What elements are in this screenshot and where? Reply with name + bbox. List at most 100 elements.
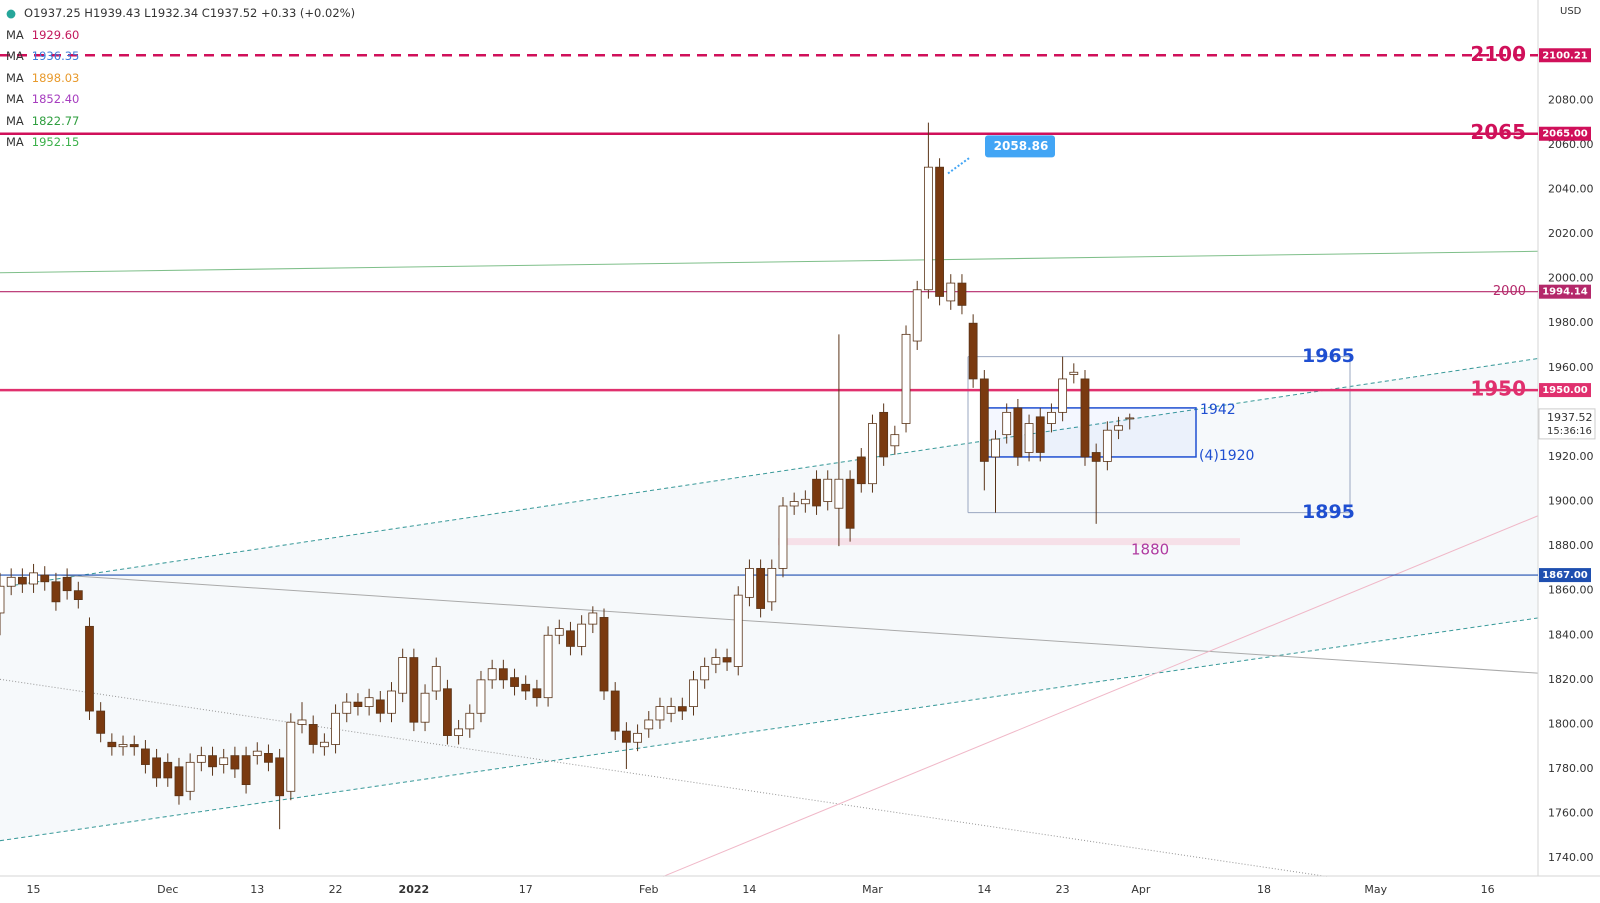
candle-body <box>868 423 877 485</box>
candle-body <box>208 755 217 768</box>
candle-body <box>174 766 184 797</box>
candle-body <box>454 728 464 736</box>
candle-body <box>141 748 150 765</box>
candle-body <box>1125 417 1135 420</box>
ma-value: 1898.03 <box>31 70 80 85</box>
candle-body <box>51 581 61 603</box>
candle-body <box>1102 429 1112 462</box>
candle-body <box>588 612 598 625</box>
candle-body <box>510 677 519 687</box>
candle-body <box>1035 416 1045 453</box>
y-tick-label: 1780.00 <box>1548 762 1594 775</box>
candle-body <box>767 567 777 603</box>
x-tick-label: 15 <box>27 883 41 896</box>
x-tick-label: 14 <box>977 883 991 896</box>
x-tick-label: Mar <box>862 883 883 896</box>
candle-body <box>1002 411 1012 436</box>
candle-body <box>532 688 542 699</box>
y-tick-label: 1840.00 <box>1548 628 1594 641</box>
candle-body <box>677 706 687 712</box>
candle-body <box>633 732 642 743</box>
ma-name: MA <box>6 49 24 63</box>
candle-body <box>118 744 128 748</box>
candle-body <box>85 625 94 712</box>
candle-body <box>275 757 285 797</box>
callout-box <box>985 135 1055 158</box>
candle-body <box>29 572 38 585</box>
y-tick-label: 1920.00 <box>1548 450 1594 463</box>
candle-body <box>409 657 419 723</box>
ohlc-row: ● O1937.25 H1939.43 L1932.34 C1937.52 +0.… <box>6 3 355 25</box>
price-tag <box>1539 284 1591 299</box>
y-tick-label: 1820.00 <box>1548 673 1594 686</box>
candle-body <box>666 706 676 714</box>
candle-body <box>152 757 161 779</box>
y-tick-label: 2000.00 <box>1548 272 1594 285</box>
ma-row: MA 1852.40 <box>6 89 355 111</box>
candle-body <box>107 741 117 748</box>
callout-label: 2058.86 <box>994 139 1049 153</box>
candle-body <box>431 666 441 692</box>
candle-body <box>935 166 944 297</box>
x-tick-label: Dec <box>157 883 178 896</box>
y-tick-label: 1860.00 <box>1548 584 1594 597</box>
candle-body <box>644 719 654 730</box>
candle-body <box>1114 425 1123 431</box>
candle-body <box>1069 371 1079 375</box>
candle-body <box>319 741 329 748</box>
candle-body <box>465 712 475 730</box>
candle-body <box>856 456 866 485</box>
price-tag-label: 1867.00 <box>1542 570 1588 581</box>
ma-name: MA <box>6 135 24 149</box>
candle-body <box>968 322 978 380</box>
x-tick-label: 22 <box>329 883 343 896</box>
ma-name: MA <box>6 92 24 106</box>
candle-body <box>745 567 754 598</box>
box-label: 1942 <box>1200 402 1236 418</box>
candle-body <box>420 692 430 723</box>
candle-body <box>264 753 273 763</box>
ma-name: MA <box>6 70 24 85</box>
box-label: (4)1920 <box>1199 448 1254 464</box>
candle-body <box>979 378 989 462</box>
y-tick-label: 1880.00 <box>1548 539 1594 552</box>
candle-body <box>700 666 710 681</box>
candle-body <box>387 690 396 714</box>
y-tick-label: 2060.00 <box>1548 138 1594 151</box>
candle-body <box>890 434 900 447</box>
candle-body <box>711 657 721 665</box>
price-tag <box>1539 383 1591 398</box>
candle-body <box>1091 452 1101 462</box>
candle-body <box>129 744 139 748</box>
support-zone <box>778 538 1240 546</box>
trend-line <box>61 574 1538 674</box>
ma-name: MA <box>6 27 24 42</box>
level-label: 2000 <box>1493 284 1526 299</box>
candle-body <box>252 750 262 757</box>
candle-body <box>96 710 106 734</box>
candle-body <box>196 755 206 763</box>
countdown: 15:36:16 <box>1547 426 1592 437</box>
level-label: 2100 <box>1470 42 1526 66</box>
x-tick-label: Feb <box>639 883 658 896</box>
candle-body <box>1024 423 1034 453</box>
candle-body <box>398 657 408 694</box>
candle-body <box>923 166 933 291</box>
price-tag <box>1539 126 1591 141</box>
candle-body <box>912 289 922 342</box>
candle-body <box>163 761 173 779</box>
x-tick-label: 2022 <box>399 883 430 896</box>
x-tick-label: May <box>1364 883 1387 896</box>
candle-body <box>599 617 609 692</box>
candle-body <box>991 438 1000 458</box>
candle-body <box>1080 378 1090 458</box>
trend-line <box>0 617 1538 842</box>
candle-body <box>241 755 251 786</box>
candle-body <box>498 668 508 681</box>
x-tick-label: 23 <box>1056 883 1070 896</box>
callout-pointer <box>947 156 971 175</box>
candle-body <box>286 721 296 792</box>
candle-body <box>219 757 229 765</box>
y-tick-label: 2040.00 <box>1548 182 1594 195</box>
